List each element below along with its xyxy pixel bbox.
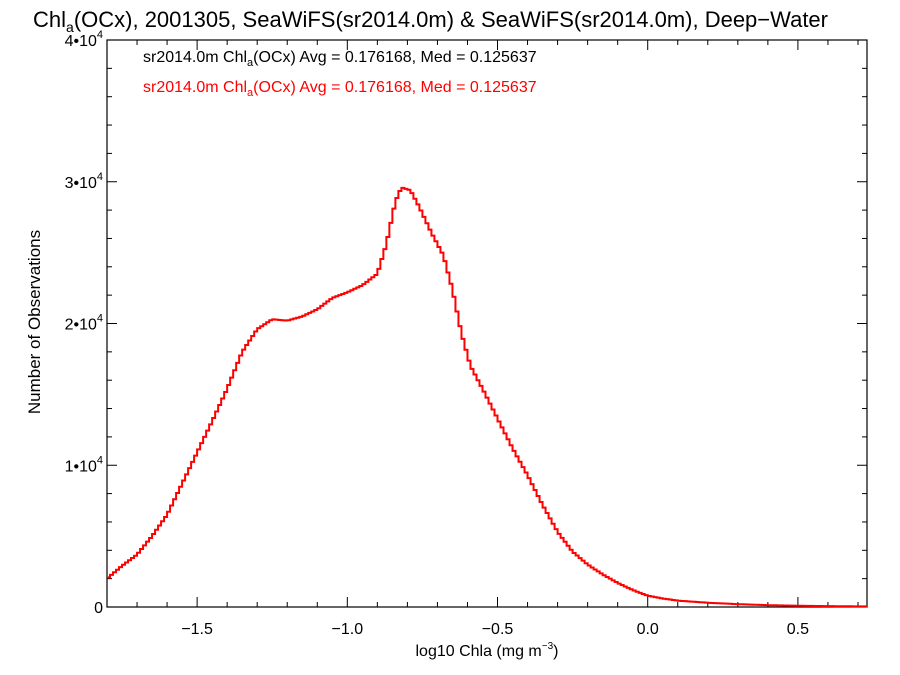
plot-frame [106, 39, 868, 608]
y-tick-label: 2•104 [65, 313, 103, 334]
x-axis-label: log10 Chla (mg m−3) [415, 641, 558, 660]
legend-entry-red: sr2014.0m Chla(OCx) Avg = 0.176168, Med … [143, 79, 537, 99]
x-axis-ticks: −1.5 −1.0 −0.5 0.0 0.5 [106, 40, 859, 638]
y-tick-label: 4•104 [65, 29, 103, 50]
x-tick-label: −1.0 [332, 621, 364, 638]
chart-title: Chla(OCx), 2001305, SeaWiFS(sr2014.0m) &… [33, 7, 828, 35]
series-line-0 [107, 186, 867, 608]
y-axis-label: Number of Observations [25, 230, 44, 414]
y-tick-label: 0 [94, 600, 103, 617]
legend: sr2014.0m Chla(OCx) Avg = 0.176168, Med … [143, 49, 537, 99]
y-tick-label: 1•104 [65, 454, 103, 475]
y-tick-label: 3•104 [65, 171, 103, 192]
legend-entry-black: sr2014.0m Chla(OCx) Avg = 0.176168, Med … [143, 49, 537, 69]
x-tick-label: 0.5 [787, 621, 809, 638]
x-tick-label: −0.5 [482, 621, 514, 638]
series-layer [107, 186, 867, 608]
y-axis-ticks: 0 1•104 2•104 3•104 4•104 [65, 29, 867, 617]
x-tick-label: 0.0 [637, 621, 659, 638]
x-tick-label: −1.5 [181, 621, 213, 638]
